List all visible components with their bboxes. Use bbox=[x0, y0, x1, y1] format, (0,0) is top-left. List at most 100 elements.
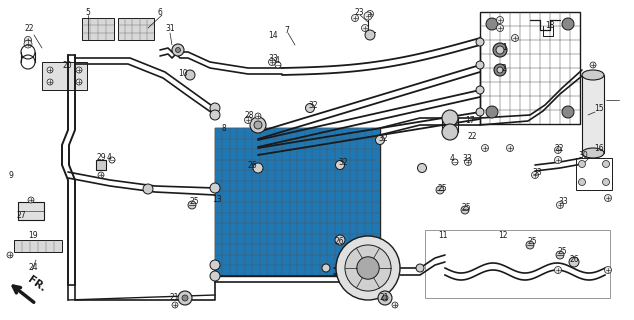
Circle shape bbox=[188, 201, 196, 209]
Circle shape bbox=[556, 251, 564, 259]
Text: 27: 27 bbox=[16, 211, 25, 220]
Circle shape bbox=[172, 302, 178, 308]
Circle shape bbox=[375, 135, 384, 145]
Circle shape bbox=[442, 110, 458, 126]
Bar bbox=[118, 18, 154, 40]
Text: 22: 22 bbox=[555, 143, 564, 153]
Text: 16: 16 bbox=[594, 143, 604, 153]
Circle shape bbox=[365, 30, 375, 40]
Bar bbox=[480, 12, 580, 124]
Circle shape bbox=[357, 257, 379, 279]
Circle shape bbox=[185, 70, 195, 80]
Text: 1: 1 bbox=[502, 43, 507, 52]
Text: 12: 12 bbox=[498, 230, 507, 239]
Circle shape bbox=[452, 159, 458, 165]
Bar bbox=[14, 240, 62, 252]
Text: 7: 7 bbox=[284, 26, 289, 35]
Circle shape bbox=[172, 44, 184, 56]
Text: 10: 10 bbox=[178, 68, 188, 77]
Text: 22: 22 bbox=[468, 132, 477, 140]
Text: 4: 4 bbox=[107, 153, 112, 162]
Circle shape bbox=[602, 161, 609, 167]
Text: 21: 21 bbox=[170, 293, 179, 302]
Bar bbox=[42, 62, 87, 90]
Text: 28: 28 bbox=[245, 110, 254, 119]
Text: 26: 26 bbox=[248, 161, 257, 170]
Circle shape bbox=[335, 161, 344, 170]
Circle shape bbox=[250, 117, 266, 133]
Text: 32: 32 bbox=[338, 157, 347, 166]
Text: 33: 33 bbox=[268, 53, 278, 62]
Ellipse shape bbox=[582, 148, 604, 158]
Circle shape bbox=[176, 47, 181, 52]
Circle shape bbox=[562, 106, 574, 118]
Circle shape bbox=[255, 113, 261, 119]
Text: 25: 25 bbox=[190, 197, 200, 206]
Ellipse shape bbox=[494, 64, 506, 76]
Text: 25: 25 bbox=[438, 183, 448, 193]
Circle shape bbox=[476, 86, 484, 94]
Text: 15: 15 bbox=[594, 103, 604, 113]
Circle shape bbox=[306, 103, 314, 113]
Bar bbox=[82, 18, 114, 40]
Circle shape bbox=[569, 257, 579, 267]
Circle shape bbox=[210, 183, 220, 193]
Text: 21: 21 bbox=[380, 293, 389, 302]
Circle shape bbox=[442, 124, 458, 140]
Circle shape bbox=[245, 116, 252, 124]
Circle shape bbox=[47, 79, 53, 85]
Text: 33: 33 bbox=[558, 197, 568, 206]
Circle shape bbox=[336, 236, 400, 300]
Circle shape bbox=[465, 158, 472, 165]
Circle shape bbox=[555, 267, 562, 274]
Circle shape bbox=[364, 12, 372, 20]
Circle shape bbox=[555, 147, 562, 154]
Circle shape bbox=[109, 157, 115, 163]
Bar bbox=[215, 128, 380, 276]
Text: 22: 22 bbox=[24, 23, 34, 33]
Circle shape bbox=[531, 172, 538, 179]
Text: 11: 11 bbox=[438, 230, 448, 239]
Circle shape bbox=[436, 186, 444, 194]
Circle shape bbox=[378, 291, 392, 305]
Text: 18: 18 bbox=[545, 20, 555, 29]
Circle shape bbox=[210, 103, 220, 113]
Circle shape bbox=[7, 252, 13, 258]
Bar bbox=[425, 230, 610, 298]
Circle shape bbox=[486, 106, 498, 118]
Circle shape bbox=[481, 145, 489, 151]
Bar bbox=[576, 158, 612, 190]
Circle shape bbox=[210, 110, 220, 120]
Text: 19: 19 bbox=[28, 230, 37, 239]
Circle shape bbox=[526, 241, 534, 249]
Circle shape bbox=[47, 67, 53, 73]
Circle shape bbox=[555, 156, 562, 164]
Circle shape bbox=[496, 25, 503, 31]
Bar bbox=[582, 75, 604, 153]
Circle shape bbox=[512, 35, 519, 42]
Circle shape bbox=[416, 264, 424, 272]
Text: 26: 26 bbox=[335, 237, 345, 246]
Ellipse shape bbox=[493, 43, 507, 57]
Circle shape bbox=[76, 67, 82, 73]
Text: 33: 33 bbox=[532, 167, 541, 177]
Circle shape bbox=[275, 62, 281, 68]
Circle shape bbox=[604, 195, 612, 202]
Text: 24: 24 bbox=[28, 263, 37, 273]
Bar bbox=[18, 202, 44, 220]
Text: 8: 8 bbox=[222, 124, 227, 132]
Text: 32: 32 bbox=[308, 100, 318, 109]
Circle shape bbox=[76, 79, 82, 85]
Circle shape bbox=[578, 161, 586, 167]
Circle shape bbox=[604, 267, 612, 274]
Text: 5: 5 bbox=[85, 7, 90, 17]
Bar bbox=[96, 160, 106, 170]
Circle shape bbox=[98, 172, 104, 178]
Circle shape bbox=[351, 14, 358, 21]
Ellipse shape bbox=[497, 67, 503, 73]
Text: 4: 4 bbox=[450, 154, 455, 163]
Text: 14: 14 bbox=[268, 30, 278, 39]
Text: 33: 33 bbox=[462, 154, 472, 163]
Circle shape bbox=[269, 59, 276, 66]
Text: 2: 2 bbox=[502, 63, 507, 73]
